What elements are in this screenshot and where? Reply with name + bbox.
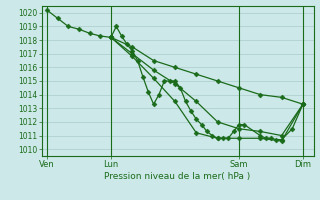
X-axis label: Pression niveau de la mer( hPa ): Pression niveau de la mer( hPa ) [104, 172, 251, 181]
